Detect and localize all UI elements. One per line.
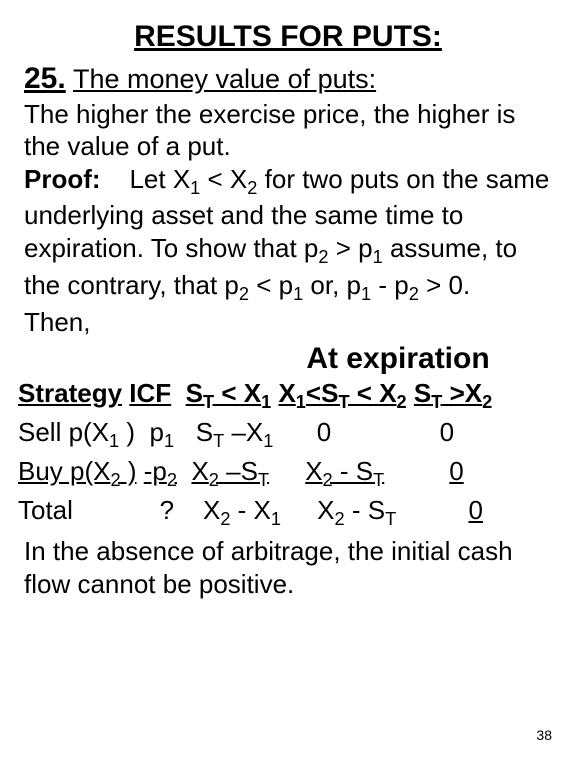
payoff-table: Strategy ICF ST < X1 X1<ST < X2 ST >X2 S… — [18, 376, 552, 531]
slide-content: RESULTS FOR PUTS: 25. The money value of… — [0, 0, 576, 600]
slide-title: RESULTS FOR PUTS: — [24, 20, 552, 54]
table-header-row: Strategy ICF ST < X1 X1<ST < X2 ST >X2 — [18, 376, 552, 415]
then-text: Then, — [24, 306, 552, 339]
proof-label: Proof: — [24, 164, 101, 194]
page-number: 38 — [536, 727, 552, 743]
statement: The higher the exercise price, the highe… — [24, 98, 552, 163]
proof-text: Let X — [129, 164, 190, 194]
table-row: Buy p(X2 ) -p2 X2 –ST X2 - ST 0 — [18, 454, 552, 493]
item-number: 25. — [24, 62, 66, 95]
item-line: 25. The money value of puts: — [24, 60, 552, 98]
table-row: Sell p(X1 ) p1 ST –X1 0 0 — [18, 415, 552, 454]
at-expiration-heading: At expiration — [244, 342, 552, 376]
item-heading: The money value of puts: — [73, 64, 376, 94]
table-row: Total ? X2 - X1 X2 - ST 0 — [18, 493, 552, 532]
proof-block: Proof: Let X1 < X2 for two puts on the s… — [24, 163, 552, 306]
closing-text: In the absence of arbitrage, the initial… — [24, 535, 552, 600]
